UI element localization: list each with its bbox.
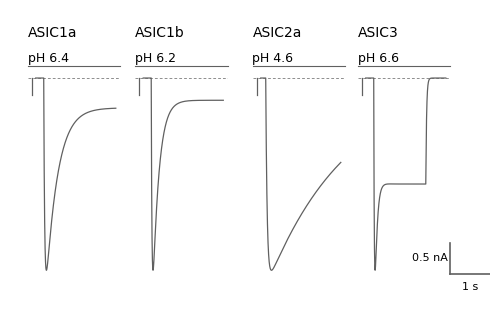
Text: 1 s: 1 s [462,282,478,292]
Text: pH 4.6: pH 4.6 [252,52,294,64]
Text: ASIC2a: ASIC2a [252,26,302,40]
Text: ASIC1a: ASIC1a [28,26,77,40]
Text: ASIC1b: ASIC1b [135,26,185,40]
Text: pH 6.4: pH 6.4 [28,52,68,64]
Text: pH 6.2: pH 6.2 [135,52,176,64]
Text: 0.5 nA: 0.5 nA [412,253,448,263]
Text: pH 6.6: pH 6.6 [358,52,399,64]
Text: ASIC3: ASIC3 [358,26,398,40]
